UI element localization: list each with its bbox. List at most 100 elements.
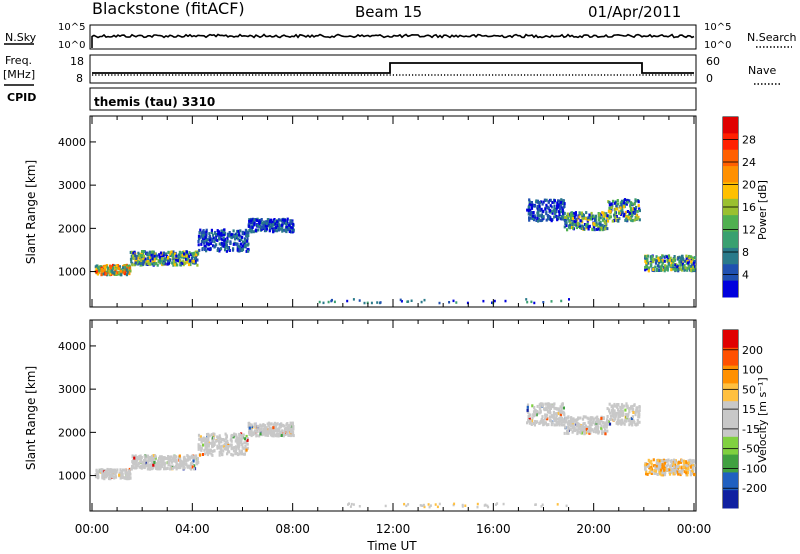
colorbar-swatch bbox=[723, 264, 738, 282]
scatter-cell bbox=[674, 460, 677, 464]
scatter-cell bbox=[291, 230, 294, 234]
scatter-cell bbox=[132, 257, 135, 260]
scatter-cell bbox=[632, 419, 635, 423]
scatter-cell bbox=[189, 259, 192, 263]
scatter-cell bbox=[647, 254, 650, 258]
scatter-cell bbox=[546, 410, 550, 414]
scatter-cell bbox=[592, 430, 595, 434]
scatter-cell bbox=[605, 212, 608, 216]
scatter-cell bbox=[661, 268, 664, 272]
scatter-cell bbox=[246, 442, 249, 446]
scatter-cell bbox=[212, 449, 215, 453]
scatter-cell bbox=[536, 411, 539, 415]
cpid-text: themis (tau) 3310 bbox=[94, 95, 215, 109]
scatter-cell bbox=[583, 430, 586, 434]
scatter-cell bbox=[621, 413, 624, 417]
scatter-cell bbox=[589, 429, 592, 432]
scatter-cell bbox=[198, 231, 201, 235]
scatter-cell bbox=[191, 252, 194, 256]
scatter-cell bbox=[230, 236, 233, 240]
scatter-cell bbox=[675, 266, 678, 270]
scatter-cell bbox=[152, 463, 155, 467]
scatter-cell bbox=[620, 403, 624, 407]
scatter-cell bbox=[179, 458, 182, 462]
scatter-cell bbox=[600, 428, 603, 432]
scatter-cell bbox=[550, 205, 553, 209]
scatter-cell bbox=[525, 298, 528, 301]
nsearch-tick-top: 10^5 bbox=[704, 22, 731, 33]
scatter-cell bbox=[238, 238, 241, 242]
scatter-cell bbox=[234, 452, 237, 456]
scatter-cell bbox=[185, 254, 188, 258]
scatter-cell bbox=[231, 233, 234, 237]
scatter-cell bbox=[220, 229, 223, 233]
scatter-cell bbox=[238, 444, 241, 448]
scatter-cell bbox=[577, 416, 580, 420]
scatter-cell bbox=[644, 467, 647, 471]
scatter-cell bbox=[588, 213, 591, 217]
scatter-cell bbox=[614, 216, 617, 220]
scatter-cell bbox=[543, 417, 547, 421]
scatter-cell bbox=[252, 217, 255, 221]
cpid-label: CPID bbox=[7, 91, 36, 104]
scatter-cell bbox=[204, 443, 207, 446]
scatter-cell bbox=[236, 229, 239, 233]
scatter-cell bbox=[226, 239, 229, 242]
scatter-cell bbox=[223, 241, 226, 244]
scatter-cell bbox=[198, 437, 201, 441]
scatter-cell bbox=[234, 237, 237, 241]
scatter-cell bbox=[131, 455, 134, 459]
scatter-cell bbox=[235, 242, 238, 246]
scatter-cell bbox=[216, 239, 219, 242]
scatter-cell bbox=[634, 208, 637, 212]
scatter-cell bbox=[438, 301, 441, 305]
scatter-cell bbox=[322, 301, 325, 305]
scatter-cell bbox=[248, 430, 251, 434]
scatter-cell bbox=[571, 217, 574, 221]
scatter-cell bbox=[598, 213, 601, 217]
scatter-cell bbox=[187, 255, 190, 259]
scatter-cell bbox=[565, 219, 568, 223]
scatter-cell bbox=[146, 257, 149, 260]
scatter-cell bbox=[399, 298, 402, 302]
scatter-cell bbox=[239, 229, 242, 233]
scatter-cell bbox=[209, 449, 212, 453]
scatter-cell bbox=[549, 419, 552, 423]
scatter-cell bbox=[591, 228, 594, 232]
scatter-cell bbox=[152, 466, 155, 470]
scatter-cell bbox=[491, 301, 493, 304]
scatter-cell bbox=[289, 230, 293, 234]
scatter-cell bbox=[536, 204, 539, 208]
scatter-cell bbox=[143, 466, 146, 470]
scatter-cell bbox=[621, 421, 624, 425]
scatter-cell bbox=[203, 448, 206, 452]
colorbar-swatch bbox=[723, 149, 738, 167]
scatter-cell bbox=[656, 464, 660, 468]
scatter-cell bbox=[541, 402, 544, 406]
scatter-cell bbox=[218, 442, 221, 446]
scatter-cell bbox=[545, 210, 548, 214]
scatter-cell bbox=[663, 269, 666, 273]
scatter-cell bbox=[247, 421, 250, 425]
scatter-cell bbox=[557, 215, 560, 219]
scatter-cell bbox=[232, 233, 235, 237]
scatter-cell bbox=[142, 250, 146, 253]
scatter-cell bbox=[572, 429, 575, 433]
scatter-cell bbox=[253, 218, 256, 222]
scatter-cell bbox=[100, 273, 103, 277]
scatter-cell bbox=[527, 209, 530, 213]
scatter-cell bbox=[691, 265, 694, 269]
scatter-cell bbox=[661, 254, 664, 258]
scatter-cell bbox=[587, 425, 590, 429]
scatter-cell bbox=[244, 244, 247, 248]
scatter-cell bbox=[603, 224, 606, 228]
scatter-cell bbox=[203, 232, 206, 236]
scatter-cell bbox=[140, 262, 143, 265]
freq-label: Freq. bbox=[5, 54, 32, 67]
scatter-cell bbox=[606, 214, 609, 218]
scatter-cell bbox=[632, 411, 635, 414]
scatter-cell bbox=[611, 407, 614, 411]
scatter-cell bbox=[574, 211, 577, 215]
scatter-cell bbox=[109, 477, 112, 481]
scatter-cell bbox=[548, 415, 551, 419]
